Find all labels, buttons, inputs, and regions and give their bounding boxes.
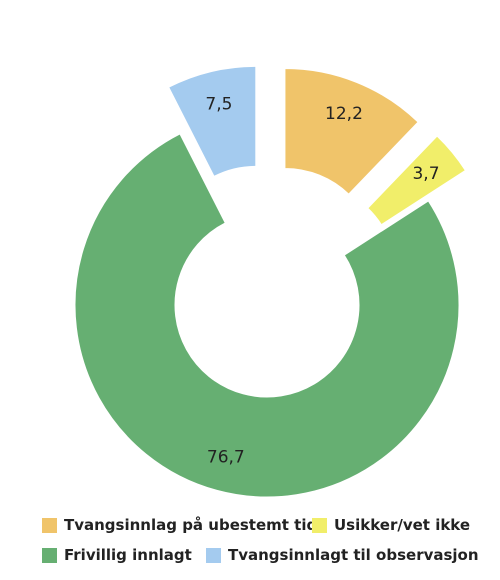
legend: Tvangsinnlag på ubestemt tid Usikker/vet… [0, 510, 500, 575]
donut-slice [74, 133, 460, 498]
donut-chart: 12,2 3,7 76,7 7,5 [74, 65, 467, 498]
data-label: 12,2 [325, 104, 363, 124]
legend-item-frivillig: Frivillig innlagt [42, 546, 192, 564]
data-label: 3,7 [412, 164, 439, 184]
legend-swatch [206, 547, 221, 563]
legend-item-usikker: Usikker/vet ikke [312, 516, 470, 534]
data-label: 76,7 [207, 448, 245, 468]
donut-slice [168, 65, 257, 178]
legend-label: Usikker/vet ikke [334, 516, 471, 534]
legend-item-tvangsinnlag-ubestemt: Tvangsinnlag på ubestemt tid [42, 516, 317, 534]
legend-swatch [42, 517, 57, 533]
legend-label: Tvangsinnlag på ubestemt tid [64, 516, 318, 534]
donut-slice [367, 135, 467, 226]
legend-label: Tvangsinnlagt til observasjon [228, 546, 479, 564]
legend-swatch [312, 517, 327, 533]
donut-slice [284, 67, 419, 195]
legend-label: Frivillig innlagt [64, 546, 192, 564]
legend-item-tvangsinnlagt-observasjon: Tvangsinnlagt til observasjon [206, 546, 479, 564]
legend-swatch [42, 547, 57, 563]
data-label: 7,5 [205, 95, 232, 115]
